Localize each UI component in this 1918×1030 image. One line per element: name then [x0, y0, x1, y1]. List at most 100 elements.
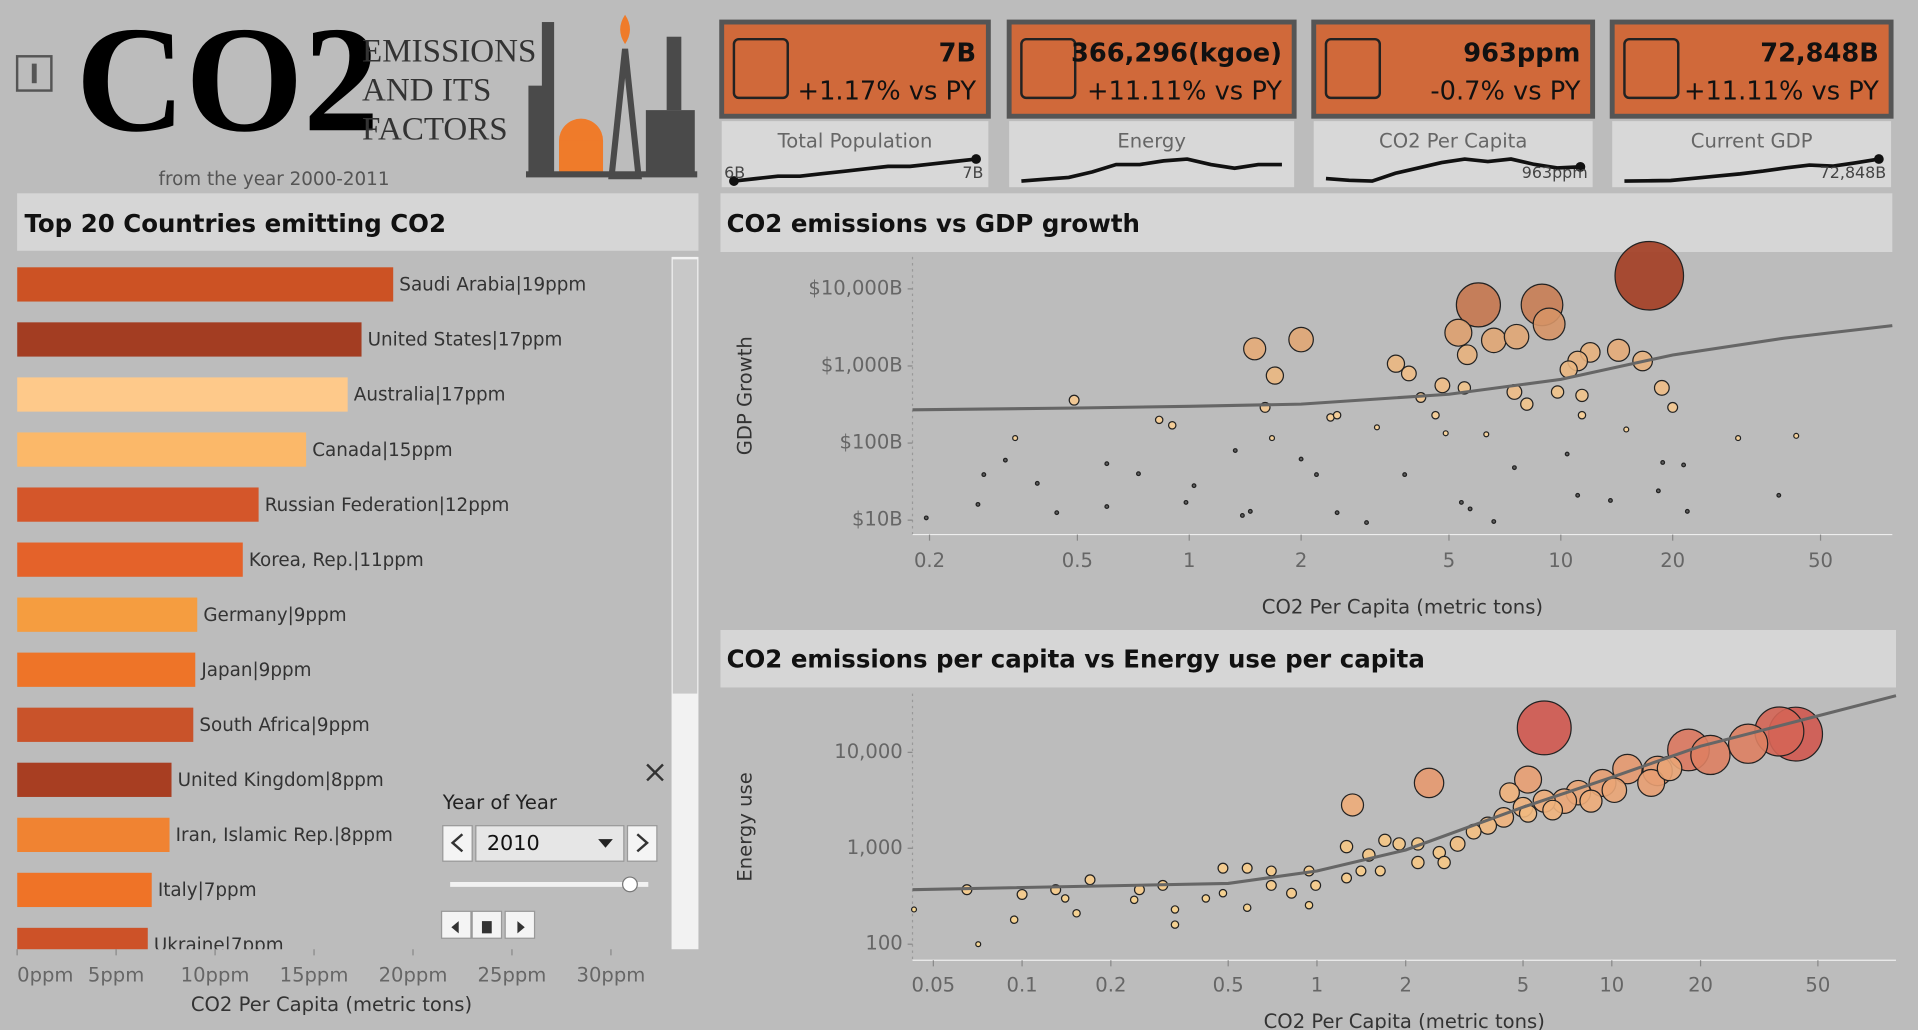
point[interactable] — [1431, 410, 1440, 420]
point[interactable] — [1542, 799, 1564, 821]
point[interactable] — [1386, 354, 1406, 373]
point[interactable] — [1684, 508, 1690, 514]
point[interactable] — [1239, 513, 1245, 518]
close-x[interactable] — [646, 763, 664, 782]
point[interactable] — [1012, 435, 1019, 442]
point[interactable] — [1247, 508, 1253, 514]
point[interactable] — [1314, 472, 1319, 478]
point[interactable] — [1104, 504, 1110, 510]
point[interactable] — [1727, 723, 1769, 764]
point[interactable] — [910, 906, 918, 913]
slider-handle[interactable] — [622, 876, 638, 893]
point[interactable] — [1340, 793, 1365, 817]
point[interactable] — [1072, 908, 1081, 918]
playback-button[interactable] — [504, 910, 536, 939]
point[interactable] — [1577, 410, 1587, 420]
point[interactable] — [1241, 862, 1253, 874]
point[interactable] — [1550, 385, 1565, 399]
point[interactable] — [1341, 872, 1353, 884]
prev-button[interactable] — [442, 825, 473, 862]
point[interactable] — [1575, 388, 1589, 403]
point[interactable] — [1265, 366, 1285, 385]
point[interactable] — [1444, 318, 1473, 347]
point[interactable] — [1653, 379, 1670, 396]
point[interactable] — [1288, 326, 1314, 353]
point[interactable] — [1735, 435, 1742, 442]
year-dropdown[interactable] — [475, 825, 625, 862]
point[interactable] — [1442, 430, 1449, 437]
point[interactable] — [1339, 839, 1354, 854]
point[interactable] — [1681, 462, 1687, 468]
point[interactable] — [1623, 426, 1630, 433]
point[interactable] — [1167, 421, 1177, 430]
point[interactable] — [1776, 492, 1782, 498]
point[interactable] — [1392, 837, 1406, 851]
point[interactable] — [1575, 492, 1581, 498]
point[interactable] — [1034, 480, 1040, 486]
point[interactable] — [1054, 510, 1060, 516]
info-icon[interactable] — [15, 55, 53, 92]
point[interactable] — [1332, 410, 1342, 420]
point[interactable] — [1016, 888, 1028, 900]
point[interactable] — [1201, 894, 1211, 903]
point[interactable] — [1491, 519, 1497, 524]
point[interactable] — [1516, 700, 1572, 756]
point[interactable] — [1411, 855, 1425, 870]
point[interactable] — [1503, 323, 1530, 350]
next-button[interactable] — [626, 825, 658, 862]
point[interactable] — [1002, 457, 1008, 463]
point[interactable] — [1298, 456, 1304, 462]
point[interactable] — [1513, 765, 1543, 794]
point[interactable] — [1009, 915, 1019, 924]
point[interactable] — [1286, 887, 1298, 899]
point[interactable] — [1068, 394, 1080, 406]
point[interactable] — [1129, 895, 1139, 905]
point[interactable] — [975, 501, 981, 507]
point[interactable] — [1449, 835, 1466, 852]
point[interactable] — [1217, 862, 1229, 874]
point[interactable] — [1136, 471, 1141, 477]
point[interactable] — [1104, 461, 1110, 467]
point[interactable] — [1232, 448, 1238, 453]
point[interactable] — [1480, 327, 1507, 354]
point[interactable] — [1655, 488, 1661, 494]
point[interactable] — [1614, 240, 1685, 311]
point[interactable] — [1579, 789, 1603, 813]
point[interactable] — [1265, 865, 1277, 877]
point[interactable] — [1183, 499, 1189, 505]
point[interactable] — [1218, 888, 1228, 898]
point[interactable] — [1455, 282, 1502, 328]
point[interactable] — [1437, 855, 1451, 870]
point[interactable] — [1154, 415, 1164, 425]
point[interactable] — [1334, 510, 1340, 516]
point[interactable] — [1413, 767, 1445, 799]
point[interactable] — [1400, 365, 1417, 382]
point[interactable] — [1378, 833, 1392, 848]
point[interactable] — [1084, 874, 1096, 886]
point[interactable] — [1606, 338, 1631, 362]
point[interactable] — [1499, 782, 1520, 804]
point[interactable] — [1191, 483, 1197, 489]
point[interactable] — [923, 515, 929, 521]
point[interactable] — [1170, 905, 1180, 914]
point[interactable] — [1612, 753, 1643, 785]
point[interactable] — [1402, 472, 1408, 478]
point[interactable] — [1667, 401, 1679, 413]
point[interactable] — [1511, 465, 1517, 471]
point[interactable] — [1637, 768, 1666, 798]
point[interactable] — [1355, 865, 1367, 877]
point[interactable] — [1608, 498, 1613, 503]
point[interactable] — [1060, 894, 1070, 903]
point[interactable] — [1458, 499, 1464, 505]
point[interactable] — [1467, 506, 1473, 512]
point[interactable] — [1532, 307, 1566, 341]
point[interactable] — [1242, 903, 1252, 913]
point[interactable] — [1170, 920, 1180, 929]
point[interactable] — [1601, 777, 1628, 804]
point[interactable] — [1520, 397, 1534, 411]
scroll-thumb[interactable] — [672, 259, 698, 694]
point[interactable] — [1310, 879, 1322, 891]
point[interactable] — [1456, 344, 1478, 366]
point[interactable] — [1265, 879, 1277, 891]
point[interactable] — [981, 472, 987, 478]
